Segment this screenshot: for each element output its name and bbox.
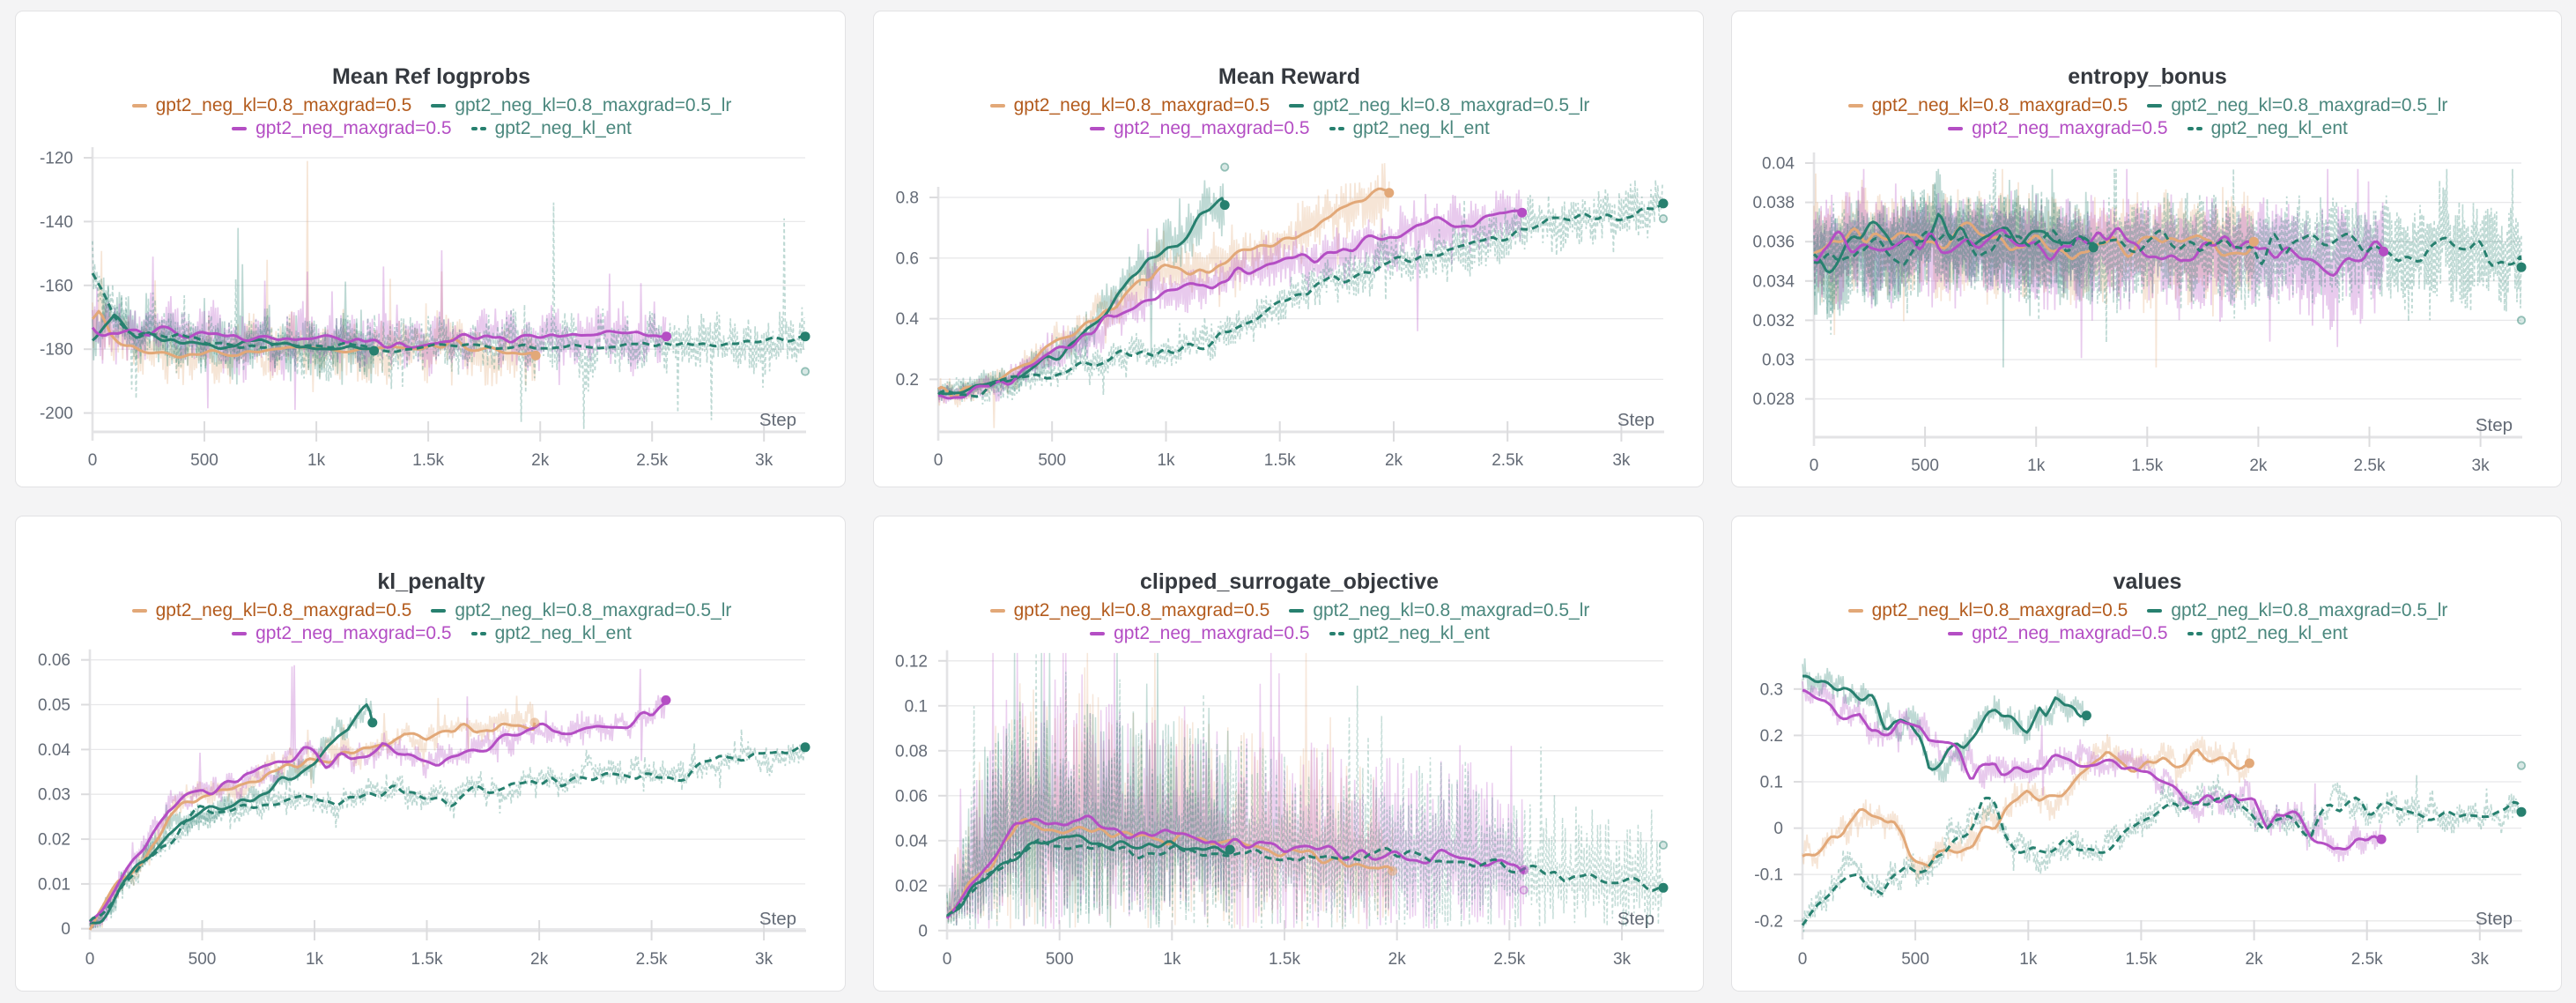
svg-text:2.5k: 2.5k — [636, 451, 668, 470]
svg-text:0.01: 0.01 — [38, 875, 70, 894]
svg-text:-0.1: -0.1 — [1754, 866, 1783, 885]
svg-text:0: 0 — [88, 451, 98, 470]
svg-text:-180: -180 — [40, 341, 73, 360]
svg-text:0.12: 0.12 — [895, 652, 928, 671]
svg-text:2.5k: 2.5k — [2354, 457, 2386, 475]
svg-text:3k: 3k — [1613, 950, 1632, 969]
svg-text:Step: Step — [2476, 909, 2513, 929]
svg-text:2.5k: 2.5k — [2351, 950, 2383, 969]
svg-text:2.5k: 2.5k — [1493, 950, 1525, 969]
svg-text:-140: -140 — [40, 213, 73, 232]
svg-text:Step: Step — [759, 909, 796, 929]
svg-text:Step: Step — [2476, 415, 2513, 435]
svg-text:0.04: 0.04 — [1762, 155, 1795, 174]
svg-text:Step: Step — [1617, 909, 1654, 929]
svg-text:1.5k: 1.5k — [412, 451, 444, 470]
svg-text:0.03: 0.03 — [1762, 352, 1795, 370]
svg-text:3k: 3k — [1612, 451, 1631, 470]
svg-text:3k: 3k — [2471, 950, 2490, 969]
svg-text:500: 500 — [1901, 950, 1929, 969]
svg-text:0.05: 0.05 — [38, 696, 70, 715]
svg-text:1k: 1k — [2019, 950, 2038, 969]
svg-text:-120: -120 — [40, 150, 73, 168]
svg-text:0: 0 — [85, 950, 95, 969]
svg-text:0: 0 — [1798, 950, 1808, 969]
svg-text:1.5k: 1.5k — [411, 950, 443, 969]
svg-text:2k: 2k — [1385, 451, 1403, 470]
svg-text:2k: 2k — [2246, 950, 2264, 969]
svg-text:0.032: 0.032 — [1752, 312, 1795, 331]
svg-text:0.03: 0.03 — [38, 786, 70, 805]
svg-text:1.5k: 1.5k — [2125, 950, 2157, 969]
svg-text:2.5k: 2.5k — [636, 950, 668, 969]
svg-text:0: 0 — [943, 950, 952, 969]
svg-text:1k: 1k — [307, 451, 326, 470]
svg-text:500: 500 — [189, 950, 217, 969]
svg-text:0.038: 0.038 — [1752, 194, 1795, 212]
svg-text:1k: 1k — [2027, 457, 2046, 475]
svg-text:0: 0 — [918, 922, 928, 940]
svg-text:0.034: 0.034 — [1752, 272, 1795, 291]
svg-text:1.5k: 1.5k — [1269, 950, 1300, 969]
svg-text:1.5k: 1.5k — [1264, 451, 1296, 470]
svg-text:0.3: 0.3 — [1760, 680, 1783, 699]
svg-text:0.06: 0.06 — [895, 787, 928, 806]
svg-text:3k: 3k — [755, 451, 774, 470]
svg-text:0.2: 0.2 — [896, 371, 919, 390]
svg-text:0.08: 0.08 — [895, 742, 928, 761]
svg-text:Step: Step — [1617, 410, 1654, 430]
svg-text:0.02: 0.02 — [895, 877, 928, 895]
svg-text:0.04: 0.04 — [38, 741, 70, 760]
svg-text:0.2: 0.2 — [1760, 727, 1783, 746]
svg-text:500: 500 — [1911, 457, 1939, 475]
svg-text:0: 0 — [934, 451, 944, 470]
svg-text:0.02: 0.02 — [38, 831, 70, 850]
svg-text:500: 500 — [190, 451, 218, 470]
svg-text:2k: 2k — [531, 451, 550, 470]
svg-text:0.06: 0.06 — [38, 651, 70, 670]
svg-text:0.6: 0.6 — [896, 249, 919, 268]
svg-text:0.1: 0.1 — [905, 697, 928, 716]
svg-text:2.5k: 2.5k — [1492, 451, 1523, 470]
svg-text:3k: 3k — [2472, 457, 2491, 475]
svg-text:1k: 1k — [1157, 451, 1175, 470]
svg-text:0.04: 0.04 — [895, 832, 928, 851]
svg-text:0.8: 0.8 — [896, 189, 919, 208]
svg-text:3k: 3k — [755, 950, 774, 969]
svg-text:0: 0 — [1773, 820, 1783, 838]
svg-text:1.5k: 1.5k — [2131, 457, 2163, 475]
svg-text:0.036: 0.036 — [1752, 234, 1795, 252]
svg-text:0: 0 — [61, 920, 70, 939]
svg-text:2k: 2k — [2249, 457, 2268, 475]
svg-text:0.4: 0.4 — [896, 310, 920, 329]
svg-text:1k: 1k — [1163, 950, 1181, 969]
svg-text:0: 0 — [1810, 457, 1819, 475]
svg-text:1k: 1k — [306, 950, 324, 969]
svg-text:0.028: 0.028 — [1752, 390, 1795, 409]
svg-text:0.1: 0.1 — [1760, 774, 1783, 792]
svg-text:-200: -200 — [40, 405, 73, 423]
svg-text:-0.2: -0.2 — [1754, 912, 1783, 931]
svg-text:Step: Step — [759, 410, 796, 430]
svg-text:500: 500 — [1046, 950, 1074, 969]
svg-text:2k: 2k — [530, 950, 549, 969]
svg-text:500: 500 — [1038, 451, 1066, 470]
svg-text:-160: -160 — [40, 277, 73, 295]
svg-text:2k: 2k — [1388, 950, 1407, 969]
